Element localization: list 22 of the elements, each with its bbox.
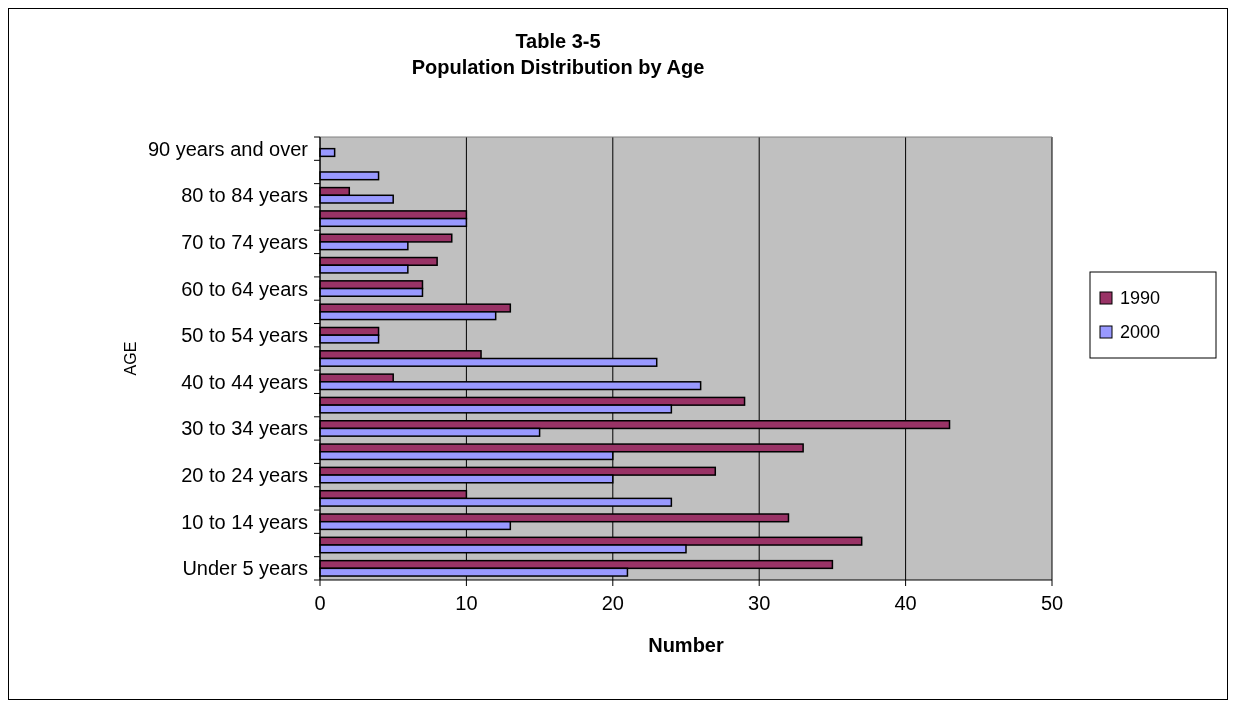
x-tick-label: 10	[455, 592, 478, 614]
y-tick-label: 70 to 74 years	[181, 230, 308, 253]
legend-label: 2000	[1120, 322, 1161, 343]
x-tick-label: 40	[894, 592, 917, 614]
y-tick-label: 30 to 34 years	[181, 417, 308, 440]
y-tick-label: 80 to 84 years	[181, 184, 308, 207]
chart-subtitle: Population Distribution by Age	[411, 56, 705, 78]
y-tick-label: 20 to 24 years	[181, 464, 308, 487]
x-tick-label: 30	[748, 592, 771, 614]
x-tick-label: 20	[601, 592, 624, 614]
y-tick-label: 90 years and over	[147, 137, 309, 160]
y-tick-label: 40 to 44 years	[181, 370, 308, 393]
x-axis-title: Number	[648, 634, 724, 656]
y-axis-title: AGE	[122, 341, 139, 376]
chart-title: Table 3-5	[515, 30, 601, 52]
x-tick-label: 0	[314, 592, 326, 614]
x-tick-label: 50	[1040, 592, 1064, 614]
y-tick-label: Under 5 years	[182, 557, 308, 580]
y-tick-label: 50 to 54 years	[181, 324, 308, 347]
legend-label: 1990	[1120, 288, 1161, 309]
y-tick-label: 60 to 64 years	[181, 277, 308, 300]
y-tick-label: 10 to 14 years	[181, 510, 308, 533]
